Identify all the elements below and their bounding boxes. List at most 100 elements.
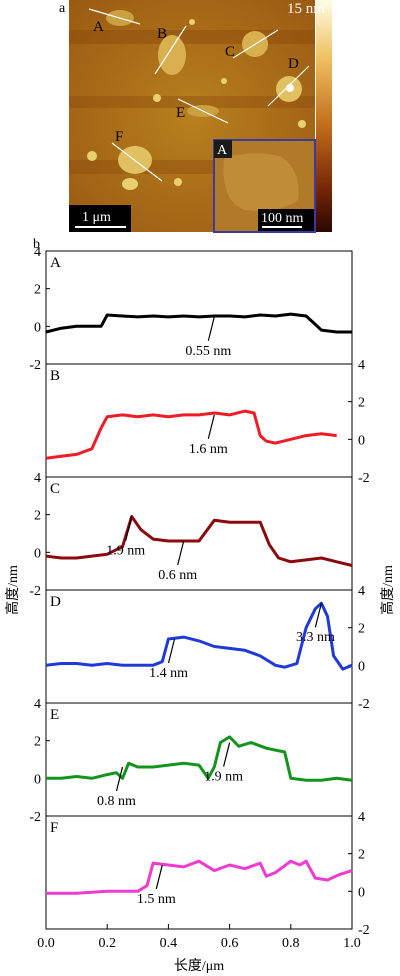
y-tick-label: -2 — [358, 697, 370, 712]
annotation-pointer — [115, 766, 124, 792]
panel-letter-b: B — [50, 368, 60, 384]
y-tick-label: 0 — [358, 659, 365, 674]
annotation-pointer — [125, 516, 133, 541]
panel-letter-f: F — [50, 820, 58, 836]
y-axis-title-right: 高度/nm — [379, 565, 396, 615]
annotation-label: 0.8 nm — [97, 794, 136, 809]
y-tick-label: 4 — [34, 471, 41, 486]
profile-line-a — [88, 8, 141, 25]
profile-panel-e: E -2 0 2 4 0.8 nm 1.9 nm — [29, 697, 353, 825]
panel-a-label: a — [59, 1, 66, 16]
profile-panel-b: B -2 0 2 4 1.6 nm — [45, 358, 370, 486]
annotation-label: 1.4 nm — [149, 666, 188, 681]
marker-f: F — [115, 129, 123, 145]
x-tick-label: 0.2 — [98, 936, 116, 951]
afm-particle — [221, 78, 227, 84]
afm-band — [69, 30, 315, 44]
inset-tag-box — [214, 140, 232, 158]
y-tick-label: -2 — [29, 584, 41, 599]
profile-plots: A -2 0 2 4 0.55 nm B -2 0 2 4 1.6 nm C -2 0 2 4 1.9 nm 0.6… — [29, 245, 369, 951]
panel-letter-c: C — [50, 481, 60, 497]
series-line-d — [45, 601, 353, 671]
y-tick-label: 4 — [34, 245, 41, 260]
inset-tag: A — [217, 143, 228, 158]
marker-d: D — [288, 56, 299, 72]
marker-e: E — [176, 105, 185, 121]
afm-particle — [174, 178, 182, 186]
annotation-label: 1.9 nm — [204, 770, 243, 785]
y-tick-label: -2 — [29, 810, 41, 825]
afm-platelet — [122, 178, 138, 190]
y-tick-label: 0 — [358, 433, 365, 448]
annotation-label: 1.6 nm — [189, 442, 228, 457]
inset-scale-box — [258, 209, 314, 231]
profile-line-c — [232, 29, 279, 59]
profile-line-d — [267, 65, 310, 107]
profile-panel-c: C -2 0 2 4 1.9 nm 0.6 nm — [29, 471, 353, 599]
annotation-pointer — [314, 603, 322, 628]
annotation-pointer — [207, 414, 215, 439]
x-tick-label: 0.8 — [282, 936, 300, 951]
afm-particle — [153, 94, 161, 102]
annotation-pointer — [155, 864, 163, 890]
y-tick-label: -2 — [358, 471, 370, 486]
panel-letter-e: E — [50, 707, 59, 723]
annotation-pointer — [207, 316, 215, 342]
y-tick-label: 0 — [34, 772, 41, 787]
profile-line-e — [177, 98, 229, 124]
profile-line-f — [111, 142, 163, 182]
colorbar-max-label: 15 nm — [287, 1, 325, 17]
y-tick-label: 4 — [358, 584, 365, 599]
afm-particle — [87, 151, 97, 161]
series-line-a — [45, 312, 352, 334]
profile-panel-f: F -2 0 2 4 1.5 nm — [46, 810, 370, 938]
y-tick-label: 4 — [358, 358, 365, 373]
afm-image: A B C D E F 1 μm A 100 nm — [69, 0, 316, 233]
inset: A 100 nm — [213, 139, 316, 233]
profile-line-b — [154, 25, 187, 75]
panel-letter-d: D — [50, 594, 61, 610]
series-line-e — [46, 735, 353, 782]
annotation-label: 0.6 nm — [158, 568, 197, 583]
annotation-label: 0.55 nm — [185, 344, 231, 359]
y-tick-label: -2 — [29, 358, 41, 373]
annotation-pointer — [223, 742, 231, 767]
annotation-pointer — [167, 638, 176, 664]
marker-c: C — [225, 44, 235, 60]
x-tick-label: 0.0 — [37, 936, 55, 951]
series-line-c — [45, 515, 353, 567]
y-tick-label: 2 — [358, 848, 365, 863]
series-line-f — [46, 859, 353, 895]
panel-letter-a: A — [50, 255, 61, 271]
y-tick-label: 0 — [34, 320, 41, 335]
inset-scale-label: 100 nm — [261, 211, 304, 226]
profile-panel-d: D -2 0 2 4 1.4 nm 3.3 nm — [45, 584, 370, 712]
y-tick-label: 2 — [358, 622, 365, 637]
afm-particle — [298, 120, 306, 128]
inset-platelet — [223, 153, 299, 211]
y-tick-label: 2 — [34, 509, 41, 524]
afm-particle — [189, 19, 195, 25]
afm-platelet — [158, 35, 186, 75]
y-tick-label: 2 — [34, 735, 41, 750]
x-tick-label: 0.6 — [221, 936, 239, 951]
series-line-b — [45, 409, 337, 460]
colorbar — [316, 0, 332, 232]
y-tick-label: 4 — [34, 697, 41, 712]
marker-a: A — [93, 19, 104, 35]
scale-bar-label: 1 μm — [82, 210, 111, 225]
profile-panel-a: A -2 0 2 4 0.55 nm — [29, 245, 352, 373]
annotation-label: 3.3 nm — [296, 630, 335, 645]
annotation-label: 1.5 nm — [137, 892, 176, 907]
y-tick-label: 2 — [358, 396, 365, 411]
afm-band — [69, 96, 315, 108]
y-tick-label: 0 — [358, 885, 365, 900]
x-axis-title: 长度/μm — [174, 958, 224, 974]
panel-b-label: b — [33, 237, 40, 252]
x-tick-label: 0.4 — [160, 936, 178, 951]
annotation-label: 1.9 nm — [106, 544, 145, 559]
y-tick-label: 2 — [34, 283, 41, 298]
marker-b: B — [157, 26, 167, 42]
y-tick-label: -2 — [358, 923, 370, 938]
